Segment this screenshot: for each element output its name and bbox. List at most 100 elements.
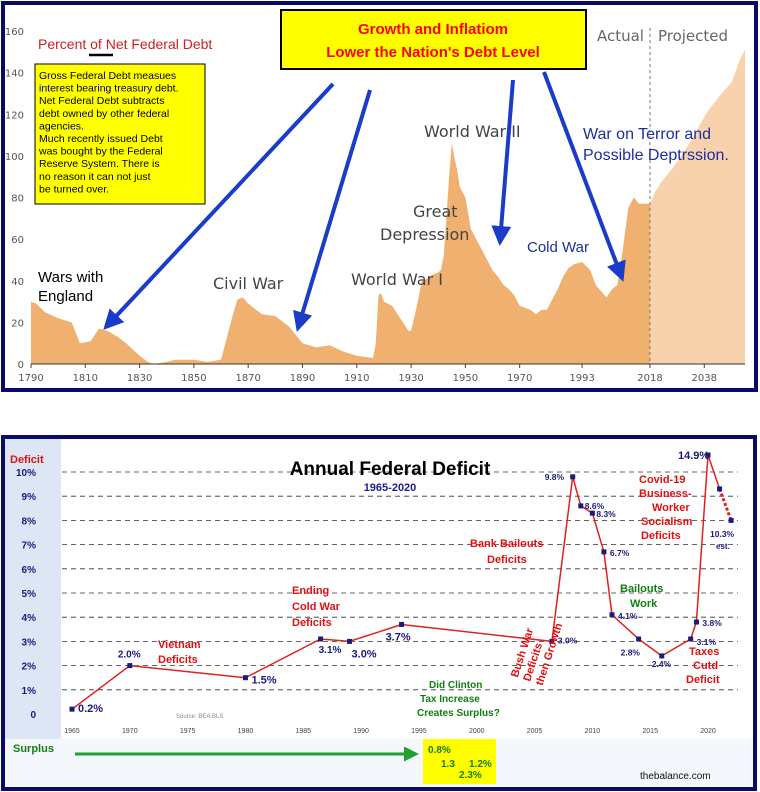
- annotation-bank-bailouts-deficits: Deficits: [487, 554, 527, 566]
- deficit-data-label: 3.7%: [386, 631, 411, 643]
- deficit-y-tick-label: 9%: [22, 492, 37, 503]
- deficit-y-tick-label: 7%: [22, 541, 37, 552]
- deficit-markers: [69, 452, 734, 712]
- note-line: debt owned by other federal: [39, 108, 169, 120]
- deficit-footer-panel: [5, 739, 753, 787]
- deficit-data-label: 3.0%: [352, 648, 377, 660]
- debt-x-tick-label: 1970: [507, 373, 532, 384]
- projected-label: Projected: [658, 27, 728, 45]
- deficit-line: [71, 454, 721, 710]
- footer-source: thebalance.com: [640, 771, 711, 782]
- arrow-to-world-war-ii: [491, 79, 515, 246]
- debt-y-tick-label: 160: [5, 27, 24, 38]
- debt-x-tick-label: 1890: [290, 373, 315, 384]
- debt-chart-title: Percent of Net Federal Debt: [38, 36, 212, 52]
- deficit-data-label: 8.3%: [596, 509, 616, 519]
- annotation-world-war-ii: World War II: [424, 122, 521, 141]
- annotation-ending: Ending: [292, 585, 329, 597]
- note-line: Net Federal Debt subtracts: [39, 95, 164, 107]
- deficit-line-series: [71, 454, 733, 710]
- deficit-marker: [127, 663, 133, 669]
- deficit-data-label: 8.6%: [585, 501, 605, 511]
- annotation-cold-war-deficits: Deficits: [292, 617, 332, 629]
- deficit-y-tick-label: 10%: [16, 468, 36, 479]
- debt-y-tick-label: 100: [5, 152, 24, 163]
- debt-x-tick-label: 1950: [453, 373, 478, 384]
- deficit-chart-title: Annual Federal Deficit: [290, 459, 491, 480]
- debt-y-tick-label: 40: [11, 277, 24, 288]
- deficit-y-tick-label: 5%: [22, 589, 37, 600]
- deficit-x-tick-label: 1985: [295, 728, 311, 735]
- debt-chart: 0 20 40 60 80 100 120 140 160 1790 1810 1830 1850 18…: [1, 1, 758, 392]
- deficit-data-label: 10.3%: [710, 529, 735, 539]
- deficit-x-tick-label: 2005: [527, 728, 543, 735]
- deficit-data-label: 4.1%: [618, 611, 638, 621]
- deficit-y-tick-label: 3%: [22, 637, 37, 648]
- deficit-chart-frame: [1, 435, 757, 791]
- deficit-y-axis: 0 1% 2% 3% 4% 5% 6% 7% 8% 9% 10%: [16, 468, 36, 721]
- deficit-data-label: 1.5%: [251, 675, 276, 687]
- deficit-x-tick-label: 1990: [353, 728, 369, 735]
- debt-x-tick-label: 1830: [127, 373, 152, 384]
- banner-line-1: Growth and Inflatiom: [358, 21, 508, 38]
- deficit-x-tick-label: 2020: [700, 728, 716, 735]
- surplus-value-4: 2.3%: [459, 770, 482, 781]
- debt-x-tick-label: 1993: [569, 373, 594, 384]
- surplus-label: Surplus: [13, 743, 54, 755]
- debt-x-tick-label: 2018: [637, 373, 662, 384]
- deficit-y-tick-label: 6%: [22, 565, 37, 576]
- annotation-covid-deficits: Deficits: [641, 530, 681, 542]
- debt-y-tick-label: 140: [5, 69, 24, 80]
- annotation-business: Business-: [639, 488, 692, 500]
- annotation-war-on-terror: War on Terror and: [583, 126, 711, 143]
- debt-y-tick-label: 120: [5, 110, 24, 121]
- note-line: Reserve System. There is: [39, 158, 160, 170]
- deficit-line-estimate: [718, 488, 733, 521]
- note-line: be turned over.: [39, 183, 109, 195]
- surplus-box: [423, 739, 496, 784]
- surplus-value-1: 0.8%: [428, 745, 451, 756]
- deficit-data-label: 2.0%: [118, 650, 141, 661]
- debt-x-axis: 1790 1810 1830 1850 1870 1890 1910 1930 1950 1970…: [18, 364, 717, 384]
- deficit-marker: [609, 612, 615, 618]
- deficit-y-tick-label: 2%: [22, 662, 37, 673]
- deficit-data-label: 3.8%: [702, 618, 722, 628]
- annotation-tax-increase: Tax Increase: [420, 694, 480, 705]
- annotation-vietnam-deficits: Deficits: [158, 654, 198, 666]
- annotation-covid-19: Covid-19: [639, 474, 685, 486]
- deficit-marker: [693, 619, 699, 625]
- deficit-y-tick-label: 8%: [22, 516, 37, 527]
- debt-area-actual: [31, 143, 650, 364]
- deficit-marker: [601, 549, 607, 555]
- deficit-marker: [705, 452, 711, 458]
- pointer-arrows: [103, 71, 626, 332]
- deficit-marker: [347, 638, 353, 644]
- annotation-work: Work: [630, 598, 658, 610]
- annotation-socialism: Socialism: [641, 516, 693, 528]
- deficit-data-label: 0.2%: [78, 703, 103, 715]
- note-line: interest bearing treasury debt.: [39, 83, 179, 95]
- debt-area-series: [31, 49, 745, 364]
- deficit-data-label: 14.9%: [678, 450, 709, 462]
- note-box: [34, 63, 206, 205]
- annotation-england: England: [38, 288, 93, 305]
- annotation-worker: Worker: [652, 502, 690, 514]
- deficit-x-axis: 1965 1970 1975 1980 1985 1990 1995 2000 2005 2010…: [64, 728, 716, 735]
- annotation-creates-surplus: Creates Surplus?: [417, 708, 500, 719]
- debt-x-tick-label: 1790: [18, 373, 43, 384]
- deficit-marker: [636, 636, 642, 642]
- debt-y-axis: 0 20 40 60 80 100 120 140 160: [5, 27, 24, 371]
- note-line: Gross Federal Debt measues: [39, 70, 176, 82]
- deficit-marker: [728, 517, 734, 523]
- deficit-x-tick-label: 2015: [642, 728, 658, 735]
- deficit-marker: [578, 503, 584, 509]
- deficit-marker: [570, 474, 576, 480]
- note-line: no reason it can not just: [39, 171, 151, 183]
- deficit-data-label: est.: [716, 542, 730, 551]
- deficit-marker: [589, 510, 595, 516]
- deficit-data-label: 3.1%: [697, 637, 717, 647]
- deficit-y-tick-label: 1%: [22, 686, 37, 697]
- banner-line-2: Lower the Nation's Debt Level: [326, 44, 540, 61]
- surplus-value-2: 1.3: [441, 759, 455, 770]
